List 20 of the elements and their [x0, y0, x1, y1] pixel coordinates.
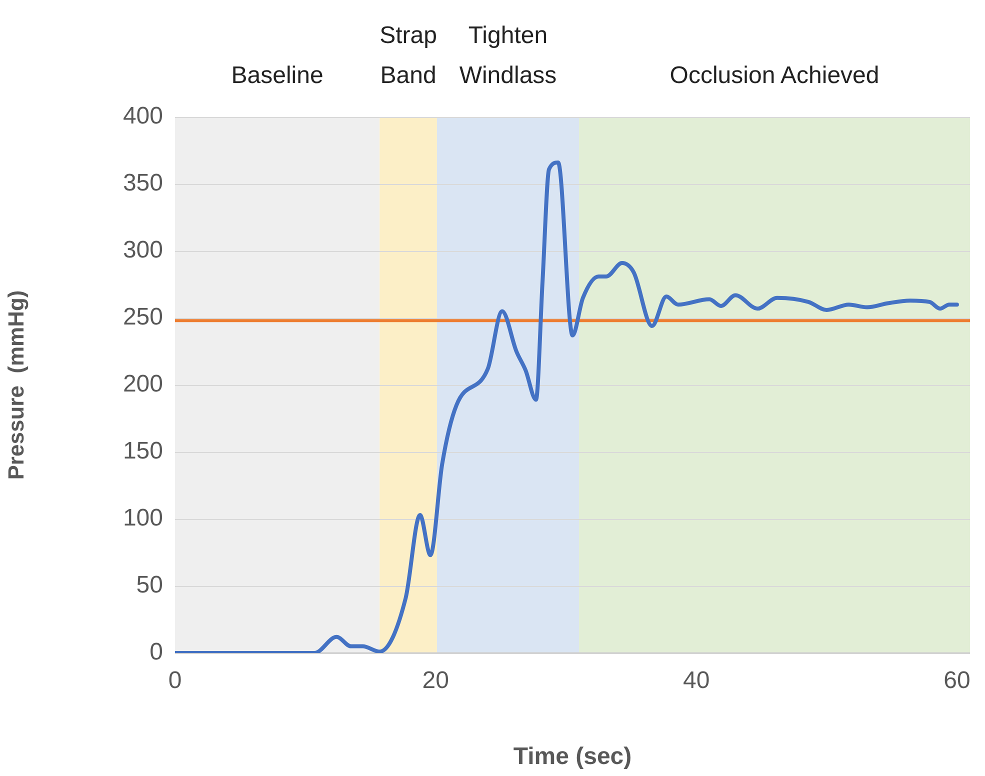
y-tick-label: 0: [150, 638, 163, 666]
x-tick-label: 60: [944, 667, 970, 694]
y-tick-label: 150: [122, 438, 163, 465]
band-label: Tighten Windlass: [459, 22, 557, 89]
y-tick-label: 350: [122, 170, 163, 197]
x-tick-label: 20: [422, 667, 450, 694]
y-tick-label: 200: [122, 370, 163, 398]
band-label: Occlusion Achieved: [670, 62, 880, 89]
y-tick-label: 50: [136, 572, 163, 599]
band-label: Baseline: [231, 62, 324, 89]
y-axis-title: Pressure (mmHg): [3, 290, 28, 480]
line-series: [175, 160, 959, 653]
x-tick-label: 40: [682, 667, 710, 694]
y-tick-label: 100: [122, 504, 163, 532]
x-tick-label: 0: [168, 667, 182, 694]
y-tick-label: 300: [122, 236, 163, 264]
y-tick-label: 250: [122, 304, 163, 331]
x-axis-title: Time (sec): [513, 743, 632, 770]
band-label: Strap Band: [380, 22, 437, 89]
y-tick-label: 400: [122, 102, 163, 130]
